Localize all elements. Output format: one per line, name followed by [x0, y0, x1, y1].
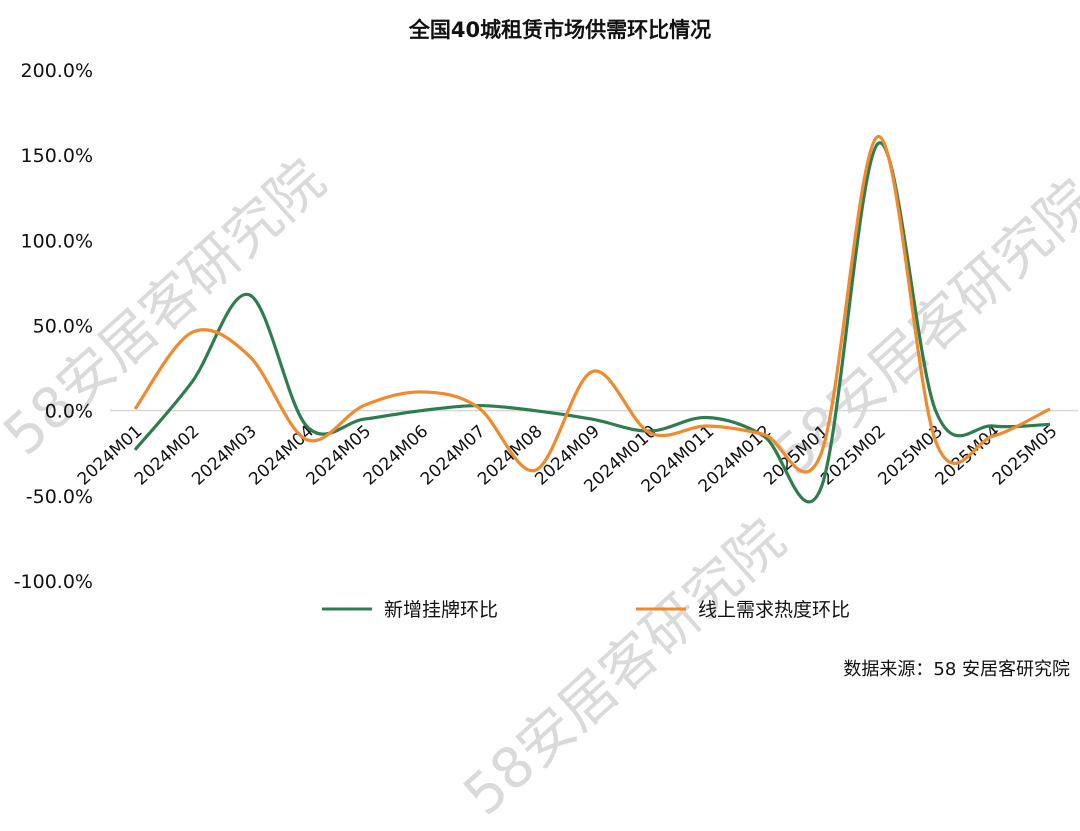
- legend-label-0: 新增挂牌环比: [384, 599, 498, 621]
- y-tick-label: 100.0%: [21, 230, 93, 252]
- series-lines: [133, 134, 1051, 504]
- legend-label-1: 线上需求热度环比: [698, 599, 850, 621]
- legend: 新增挂牌环比 线上需求热度环比: [322, 599, 850, 621]
- y-tick-label: 50.0%: [33, 316, 93, 338]
- chart-title: 全国40城租赁市场供需环比情况: [408, 18, 711, 42]
- y-tick-label: 0.0%: [45, 401, 93, 423]
- x-axis: 2024M012024M022024M032024M042024M052024M…: [74, 422, 1062, 497]
- y-axis: 200.0% 150.0% 100.0% 50.0% 0.0% -50.0% -100.0%: [14, 60, 93, 593]
- y-tick-label: 200.0%: [21, 60, 93, 82]
- y-tick-label: -50.0%: [26, 486, 93, 508]
- y-tick-label: 150.0%: [21, 145, 93, 167]
- series-line-1: [133, 134, 1051, 474]
- source-note: 数据来源：58 安居客研究院: [843, 659, 1070, 680]
- y-tick-label: -100.0%: [14, 571, 93, 593]
- line-chart: 全国40城租赁市场供需环比情况 200.0% 150.0% 100.0% 50.0% 0…: [14, 18, 1078, 680]
